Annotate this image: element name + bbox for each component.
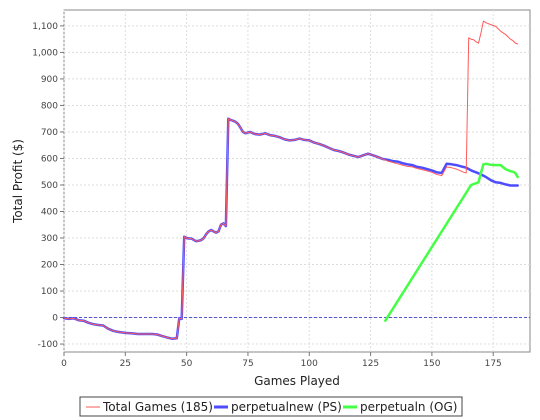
y-tick-label: 500 [41,181,58,191]
y-tick-label: 200 [41,261,58,271]
x-tick-label: 125 [362,359,379,369]
y-tick-label: 600 [41,154,58,164]
series-layer [62,20,519,340]
x-tick-label: 50 [181,359,193,369]
x-tick-label: 0 [61,359,67,369]
y-tick-label: 700 [41,128,58,138]
x-tick-label: 75 [242,359,253,369]
x-tick-label: 150 [423,359,440,369]
y-tick-label: 1,000 [32,48,58,58]
y-tick-label: 800 [41,101,58,111]
series-line [63,20,519,340]
x-tick-label: 175 [485,359,502,369]
legend: Total Games (185) perpetualnew (PS) perpet… [79,396,463,417]
x-axis: 0 25 50 75 100 125 150 175 [61,352,502,369]
y-axis: -100 0 100 200 300 400 500 600 700 800 900 1,000 1,1… [32,22,64,350]
legend-label: Total Games (185) [102,400,213,414]
y-tick-label: 1,100 [32,22,58,32]
y-tick-label: -100 [38,340,59,350]
x-tick-label: 100 [301,359,318,369]
y-tick-label: 100 [41,287,58,297]
y-tick-label: 0 [52,314,58,324]
y-tick-label: 300 [41,234,58,244]
legend-box [79,396,463,417]
legend-label: perpetualn (OG) [360,400,457,414]
x-axis-title: Games Played [254,374,340,388]
y-axis-title: Total Profit ($) [11,139,25,224]
series-line [384,162,519,322]
plot-area [63,9,531,353]
y-tick-label: 400 [41,207,58,217]
legend-label: perpetualnew (PS) [231,400,342,414]
grid-lines [63,10,530,352]
x-tick-label: 25 [120,359,131,369]
legend-items: Total Games (185) perpetualnew (PS) perpet… [86,400,457,414]
y-tick-label: 900 [41,75,58,85]
